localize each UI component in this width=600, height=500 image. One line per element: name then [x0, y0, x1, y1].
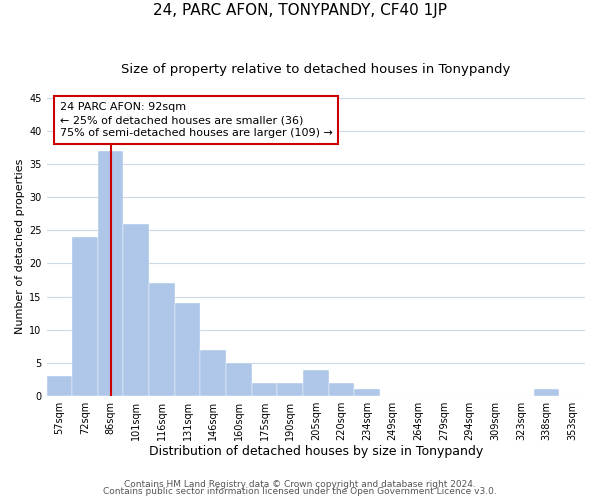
- Bar: [72, 237, 98, 396]
- Title: Size of property relative to detached houses in Tonypandy: Size of property relative to detached ho…: [121, 62, 511, 76]
- Bar: [175, 303, 200, 396]
- Bar: [124, 224, 149, 396]
- Text: 24 PARC AFON: 92sqm
← 25% of detached houses are smaller (36)
75% of semi-detach: 24 PARC AFON: 92sqm ← 25% of detached ho…: [60, 102, 333, 139]
- Bar: [329, 383, 354, 396]
- Text: Contains HM Land Registry data © Crown copyright and database right 2024.: Contains HM Land Registry data © Crown c…: [124, 480, 476, 489]
- Bar: [354, 390, 380, 396]
- Bar: [47, 376, 72, 396]
- Bar: [277, 383, 303, 396]
- Bar: [303, 370, 329, 396]
- Bar: [251, 383, 277, 396]
- Text: Contains public sector information licensed under the Open Government Licence v3: Contains public sector information licen…: [103, 487, 497, 496]
- X-axis label: Distribution of detached houses by size in Tonypandy: Distribution of detached houses by size …: [149, 444, 483, 458]
- Bar: [534, 390, 559, 396]
- Y-axis label: Number of detached properties: Number of detached properties: [15, 159, 25, 334]
- Bar: [200, 350, 226, 396]
- Bar: [226, 363, 251, 396]
- Bar: [149, 284, 175, 396]
- Bar: [98, 150, 124, 396]
- Text: 24, PARC AFON, TONYPANDY, CF40 1JP: 24, PARC AFON, TONYPANDY, CF40 1JP: [153, 2, 447, 18]
